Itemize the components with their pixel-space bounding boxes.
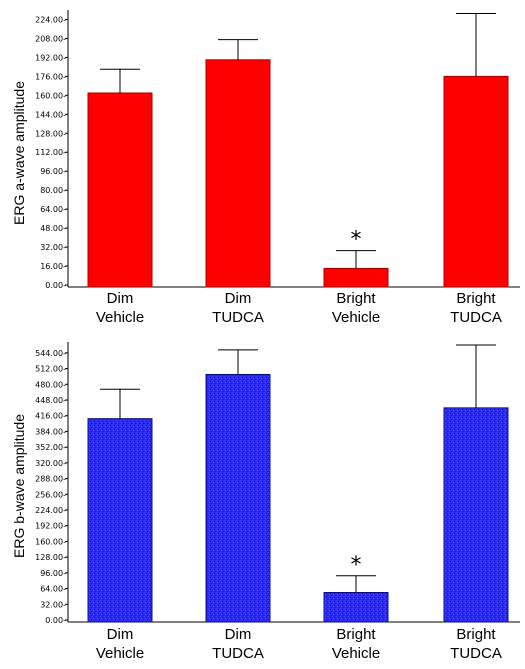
a-wave-y-tick-label: 160.00- xyxy=(35,91,66,100)
b-wave-category-label-line2: Vehicle xyxy=(96,645,144,662)
b-wave-y-tick-label: 256.00- xyxy=(35,490,66,499)
b-wave-category-label-line2: TUDCA xyxy=(212,645,264,662)
a-wave-category-label-line1: Bright xyxy=(336,290,376,307)
a-wave-y-tick-label: 64.00- xyxy=(40,205,66,214)
b-wave-category-label-line1: Bright xyxy=(336,626,376,643)
b-wave-y-tick-label: 192.00- xyxy=(35,522,66,531)
a-wave-category-label-line1: Bright xyxy=(456,290,496,307)
a-wave-bar-1 xyxy=(87,92,153,288)
b-wave-category-label-line1: Dim xyxy=(225,626,252,643)
b-wave-y-tick-label: 160.00- xyxy=(35,537,66,546)
b-wave-y-tick-label: 32.00- xyxy=(40,600,66,609)
b-wave-y-tick-label: 480.00- xyxy=(35,380,66,389)
b-wave-significance-marker: * xyxy=(351,553,362,578)
a-wave-y-tick-label: 128.00- xyxy=(35,129,66,138)
a-wave-y-tick-label: 32.00- xyxy=(40,243,66,252)
b-wave-category-label-line1: Bright xyxy=(456,626,496,643)
b-wave-y-tick-label: 384.00- xyxy=(35,427,66,436)
b-wave-y-tick-label: 544.00- xyxy=(35,349,66,358)
a-wave-bar-4 xyxy=(443,75,509,288)
b-wave-y-tick-label: 320.00- xyxy=(35,459,66,468)
b-wave-bar-4 xyxy=(443,407,509,623)
a-wave-error-bars xyxy=(100,13,496,269)
a-wave-category-labels: Dim Vehicle Dim TUDCA Bright Vehicle Bright TUD… xyxy=(96,290,502,326)
b-wave-y-tick-label: 0.00- xyxy=(45,616,66,625)
b-wave-y-tick-label: 448.00- xyxy=(35,396,66,405)
a-wave-y-tick-label: 96.00- xyxy=(40,167,66,176)
a-wave-bar-3 xyxy=(323,267,389,288)
b-wave-category-label-line2: TUDCA xyxy=(450,645,502,662)
a-wave-y-tick-label: 16.00- xyxy=(40,262,66,271)
b-wave-y-ticks: 0.00- 32.00- 64.00- 96.00- 128.00- 160.00- 192… xyxy=(35,349,68,625)
a-wave-y-tick-label: 208.00- xyxy=(35,34,66,43)
b-wave-category-label-line1: Dim xyxy=(107,626,134,643)
a-wave-y-tick-label: 80.00- xyxy=(40,186,66,195)
a-wave-category-label-line2: Vehicle xyxy=(332,309,380,326)
a-wave-y-tick-label: 144.00- xyxy=(35,110,66,119)
b-wave-category-labels: Dim Vehicle Dim TUDCA Bright Vehicle Bright TUD… xyxy=(96,626,502,662)
b-wave-bar-2 xyxy=(205,373,271,623)
a-wave-annotations: * xyxy=(351,228,362,253)
b-wave-panel: ERG b-wave amplitude 0.00- 32.00- 64.00- 96… xyxy=(11,342,520,662)
b-wave-bars xyxy=(87,373,509,623)
b-wave-y-tick-label: 352.00- xyxy=(35,443,66,452)
a-wave-panel: ERG a-wave amplitude 0.00- 16.00- 32.00- 48… xyxy=(11,10,520,326)
b-wave-bar-1 xyxy=(87,418,153,623)
b-wave-y-tick-label: 512.00- xyxy=(35,365,66,374)
a-wave-y-tick-label: 48.00- xyxy=(40,224,66,233)
b-wave-y-axis-label: ERG b-wave amplitude xyxy=(11,414,27,558)
b-wave-y-tick-label: 224.00- xyxy=(35,506,66,515)
a-wave-bar-2 xyxy=(205,59,271,288)
b-wave-error-bars xyxy=(100,344,496,593)
a-wave-category-label-line2: TUDCA xyxy=(212,309,264,326)
a-wave-y-tick-label: 112.00- xyxy=(35,148,66,157)
b-wave-y-tick-label: 416.00- xyxy=(35,412,66,421)
a-wave-y-axis-label: ERG a-wave amplitude xyxy=(11,81,27,225)
a-wave-y-tick-label: 176.00- xyxy=(35,72,66,81)
a-wave-category-label-line2: Vehicle xyxy=(96,309,144,326)
a-wave-category-label-line1: Dim xyxy=(107,290,134,307)
b-wave-y-tick-label: 64.00- xyxy=(40,585,66,594)
b-wave-y-tick-label: 128.00- xyxy=(35,553,66,562)
a-wave-bars xyxy=(87,59,509,288)
a-wave-y-tick-label: 224.00- xyxy=(35,15,66,24)
b-wave-category-label-line2: Vehicle xyxy=(332,645,380,662)
a-wave-category-label-line1: Dim xyxy=(225,290,252,307)
b-wave-annotations: * xyxy=(351,553,362,578)
b-wave-y-tick-label: 288.00- xyxy=(35,475,66,484)
b-wave-bar-3 xyxy=(323,592,389,623)
a-wave-y-tick-label: 192.00- xyxy=(35,53,66,62)
a-wave-category-label-line2: TUDCA xyxy=(450,309,502,326)
a-wave-significance-marker: * xyxy=(351,228,362,253)
a-wave-y-ticks: 0.00- 16.00- 32.00- 48.00- 64.00- 80.00- 96.00… xyxy=(35,15,68,290)
b-wave-y-tick-label: 96.00- xyxy=(40,569,66,578)
a-wave-y-tick-label: 0.00- xyxy=(45,281,66,290)
